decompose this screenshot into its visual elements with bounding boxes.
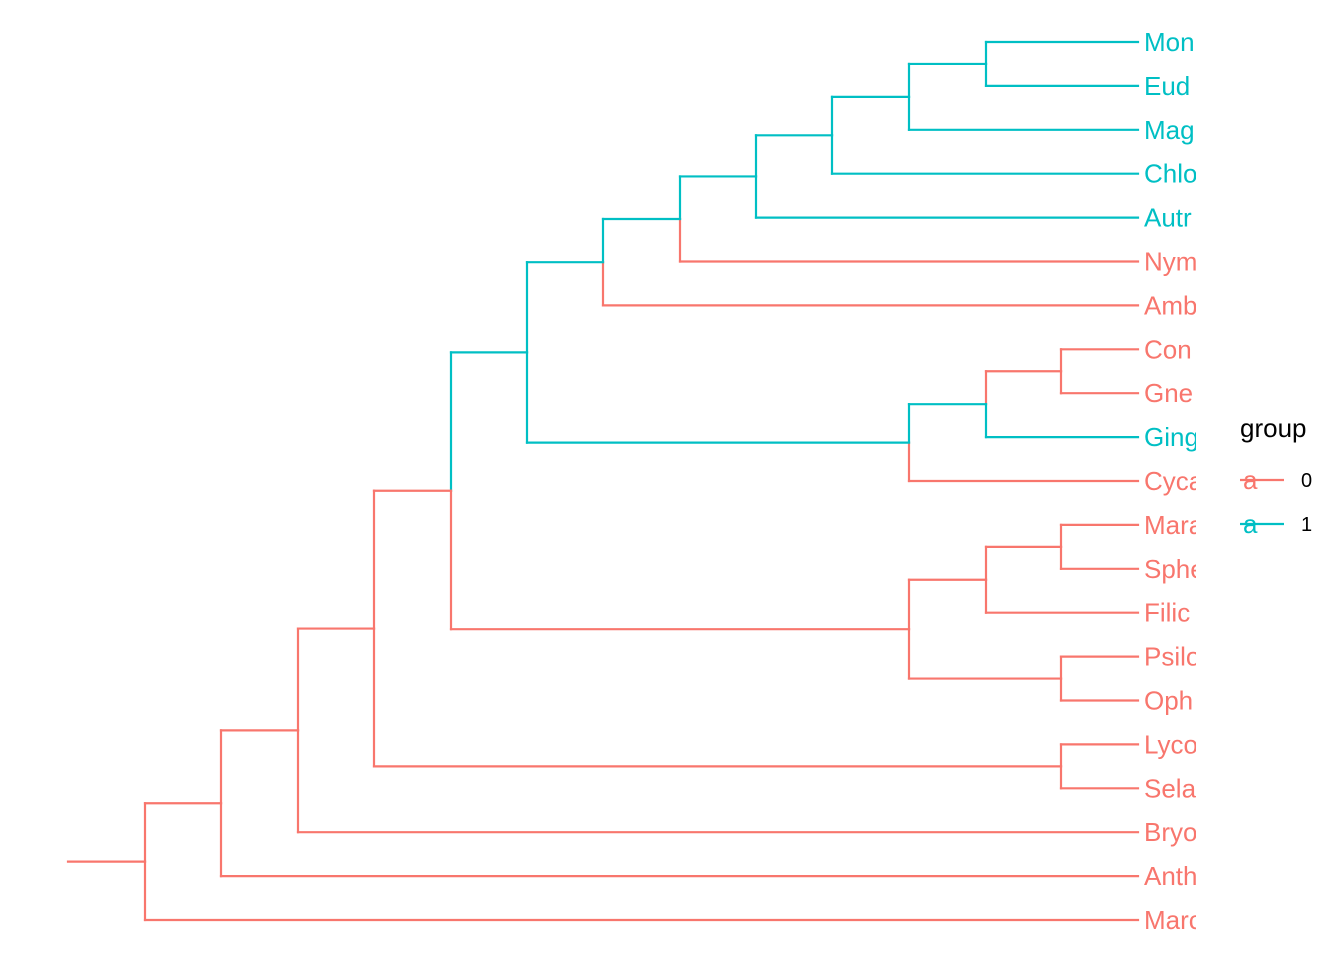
tip-label: Filic — [1144, 598, 1190, 628]
tip-label: Lyco — [1144, 729, 1198, 759]
tip-label: Sela — [1144, 773, 1197, 803]
tip-label: Oph — [1144, 686, 1193, 716]
legend-entry-0: a 0 — [1240, 465, 1312, 495]
tip-label: Cyca — [1144, 466, 1204, 496]
tip-label: Amb — [1144, 290, 1197, 320]
tree-branches — [66, 40, 1140, 922]
tip-label: Chlo — [1144, 159, 1197, 189]
tip-label: Mon — [1144, 27, 1195, 57]
tip-label: Autr — [1144, 203, 1192, 233]
tip-label: Gne — [1144, 378, 1193, 408]
legend-entry-1: a 1 — [1240, 509, 1312, 539]
tree-tip-labels: Mon Eud Mag Chlo Autr Nym Amb Con Gne Ging Cyca Mar… — [1144, 27, 1205, 935]
tip-label: Marc — [1144, 905, 1202, 935]
tip-label: Anth — [1144, 861, 1198, 891]
tip-label: Con — [1144, 334, 1192, 364]
tip-label: Eud — [1144, 71, 1190, 101]
legend: group a 0 a 1 — [1240, 413, 1312, 539]
legend-key-glyph-0: a — [1243, 465, 1258, 495]
tip-label: Nym — [1144, 247, 1197, 277]
legend-label-1: 1 — [1301, 514, 1312, 536]
tip-label: Mara — [1144, 510, 1204, 540]
tip-label: Bryo — [1144, 817, 1197, 847]
tip-label: Sphe — [1144, 554, 1205, 584]
legend-key-glyph-1: a — [1243, 509, 1258, 539]
legend-label-0: 0 — [1301, 470, 1312, 492]
tip-label: Mag — [1144, 115, 1195, 145]
tip-label: Ging — [1144, 422, 1199, 452]
legend-title: group — [1240, 413, 1307, 443]
tip-label: Psilo — [1144, 642, 1200, 672]
